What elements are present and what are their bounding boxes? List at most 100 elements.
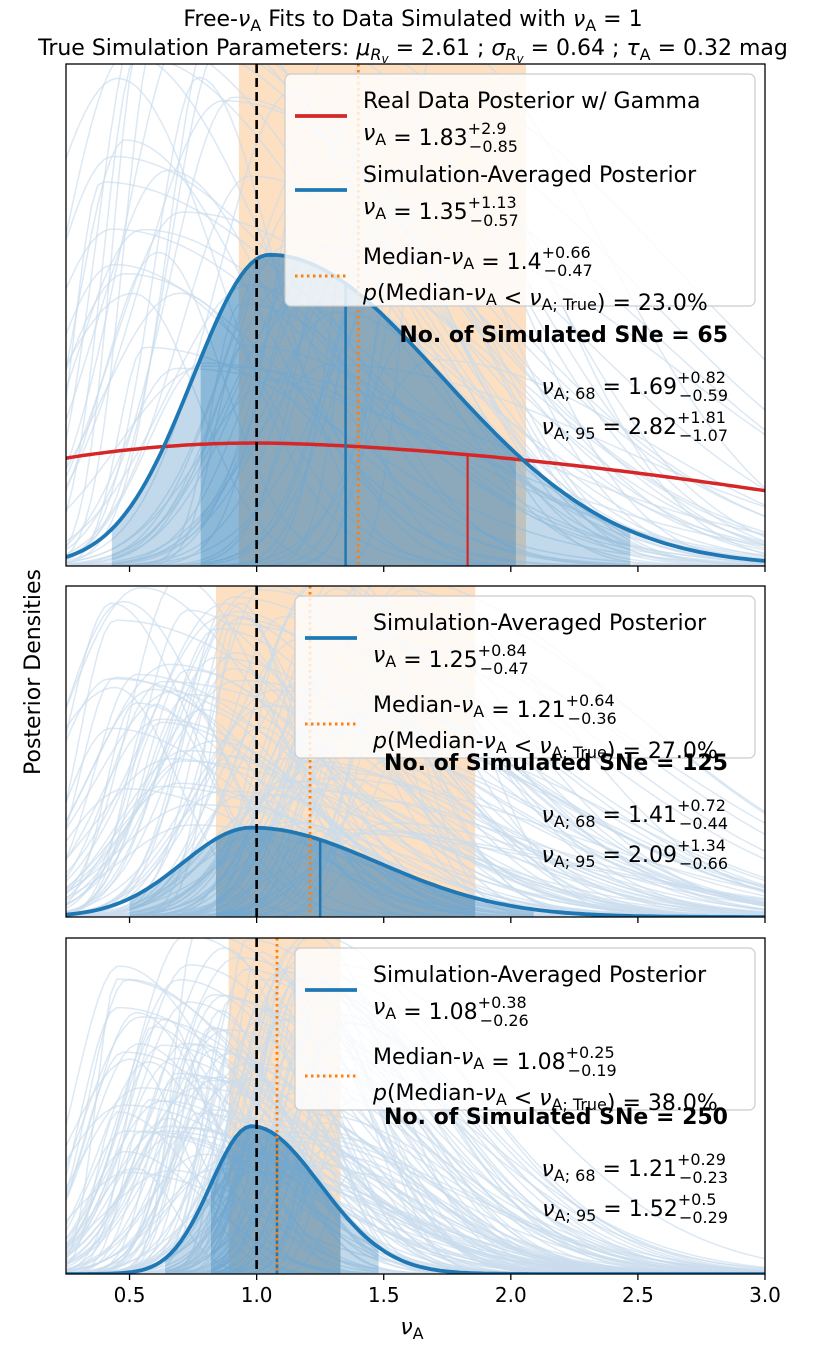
simulation-posterior-curve [66, 1169, 765, 1274]
legend-value: νA = 1.08+0.38 −0.26 [373, 993, 529, 1030]
legend: Simulation-Averaged Posterior νA = 1.08+0… [294, 947, 756, 1116]
legend-sim-label: Simulation-Averaged Posterior [373, 611, 707, 636]
legend-value: Median-νA = 1.08+0.25 −0.19 [373, 1043, 617, 1080]
sim-averaged-posterior-curve [66, 1124, 765, 1274]
simulation-posterior-curve [66, 1149, 765, 1274]
sim-hpd-68-fill [216, 827, 476, 917]
simulation-posterior-curve [66, 1117, 765, 1274]
panel-plot-area [66, 938, 765, 1274]
simulation-posterior-curve [66, 76, 765, 566]
simulation-posterior-curve [66, 365, 765, 536]
legend-box [294, 947, 756, 1111]
simulation-posterior-curve [66, 615, 765, 917]
simulation-posterior-curve [66, 677, 765, 916]
legend-value: νA = 1.83+2.9 −0.85 [363, 119, 518, 156]
figure-title: Free-νA Fits to Data Simulated with νA =… [37, 7, 788, 66]
sim-hpd-68-fill [200, 254, 516, 566]
simulation-posterior-curve [66, 703, 765, 917]
simulation-posterior-curve [66, 946, 765, 1274]
simulation-posterior-curve [66, 1130, 765, 1274]
simulation-posterior-curve [66, 228, 765, 565]
x-tick-label: 3.0 [749, 1283, 781, 1307]
x-tick-labels: 0.5 1.0 1.5 2.0 2.5 3.0 [114, 1283, 781, 1307]
panel-top: Real Data Posterior w/ Gamma νA = 1.83+2.… [65, 63, 766, 572]
sim-hpd-95-fill [165, 1126, 379, 1274]
nuA-68-value: νA; 68 = 1.21+0.29 −0.23 [541, 1150, 728, 1187]
simulation-posterior-curve [66, 693, 765, 917]
nuA-68-value: νA; 68 = 1.69+0.82 −0.59 [541, 368, 728, 405]
legend-sim-label: Simulation-Averaged Posterior [363, 163, 697, 188]
title-line-2: True Simulation Parameters: μRv = 2.61 ;… [37, 36, 788, 66]
simulation-posterior-curve [66, 1029, 765, 1274]
simulation-posterior-curve [66, 291, 765, 566]
sim-hpd-95-fill [111, 254, 631, 566]
annotation: No. of Simulated SNe = 65 νA; 68 = 1.69+0… [399, 323, 728, 445]
simulation-posterior-curve [66, 780, 765, 917]
simulation-posterior-curve [66, 1076, 765, 1274]
simulation-posterior-curve [66, 602, 765, 917]
simulated-sne-count: No. of Simulated SNe = 125 [384, 751, 728, 776]
title-line-1: Free-νA Fits to Data Simulated with νA =… [183, 7, 642, 35]
nuA-95-value: νA; 95 = 1.52+0.5 −0.29 [542, 1190, 728, 1227]
simulation-posterior-curve [66, 1069, 765, 1274]
legend-value: νA = 1.35+1.13 −0.57 [363, 193, 519, 230]
simulation-posterior-curve [66, 1169, 765, 1274]
simulation-posterior-curve [66, 1048, 765, 1274]
legend-value: νA = 1.25+0.84 −0.47 [373, 641, 529, 678]
panel-frame [65, 937, 766, 1275]
y-axis-label: Posterior Densities [21, 569, 46, 775]
sim-hpd-95-fill [129, 827, 534, 917]
simulation-posteriors [66, 64, 765, 566]
legend-probability: p(Median-νA < νA; True) = 27.0% [372, 729, 718, 764]
legend-value: Median-νA = 1.4+0.66 −0.47 [363, 243, 593, 280]
legend-real-label: Real Data Posterior w/ Gamma [363, 89, 700, 114]
simulation-posterior-curve [66, 1018, 765, 1274]
x-tick-label: 2.0 [495, 1283, 527, 1307]
legend-box [284, 73, 756, 307]
simulation-posterior-curve [66, 301, 765, 566]
x-tick-label: 1.5 [368, 1283, 400, 1307]
nuA-68-value: νA; 68 = 1.41+0.72 −0.44 [541, 796, 728, 833]
panel-middle: Simulation-Averaged Posterior νA = 1.25+0… [65, 585, 766, 923]
simulation-posterior-curve [66, 790, 765, 916]
legend: Real Data Posterior w/ Gamma νA = 1.83+2.… [284, 73, 756, 316]
simulation-posterior-curve [66, 759, 765, 917]
simulation-posterior-curve [66, 832, 765, 917]
simulation-posterior-curve [66, 586, 765, 917]
panel-bottom: Simulation-Averaged Posterior νA = 1.08+0… [65, 937, 766, 1280]
simulation-posterior-curve [66, 64, 765, 562]
sim-averaged-posterior-curve [66, 825, 765, 917]
simulation-posterior-curve [66, 686, 765, 917]
legend-box [294, 595, 756, 759]
simulation-posterior-curve [66, 377, 765, 566]
annotation: No. of Simulated SNe = 125 νA; 68 = 1.41+… [384, 751, 728, 873]
simulation-posterior-curve [66, 362, 765, 558]
simulation-posterior-curve [66, 938, 765, 1274]
simulation-posterior-curve [66, 292, 765, 566]
legend-probability: p(Median-νA < νA; True) = 38.0% [372, 1081, 718, 1116]
simulation-posterior-curve [66, 1153, 765, 1274]
legend-probability: p(Median-νA < νA; True) = 23.0% [362, 281, 708, 316]
simulation-posterior-curve [66, 333, 765, 566]
simulation-posterior-curve [66, 277, 765, 566]
panel-frame [65, 63, 766, 567]
panels: Real Data Posterior w/ Gamma νA = 1.83+2.… [65, 63, 766, 1280]
legend: Simulation-Averaged Posterior νA = 1.25+0… [294, 595, 756, 764]
real-data-posterior-curve [66, 441, 765, 493]
sim-averaged-posterior-curve [66, 252, 765, 563]
nuA-95-value: νA; 95 = 2.82+1.81 −1.07 [541, 408, 728, 445]
panel-frame [65, 585, 766, 918]
simulation-posterior-curve [66, 1058, 765, 1274]
simulation-posterior-curve [66, 1076, 765, 1274]
x-tick-label: 2.5 [622, 1283, 654, 1307]
simulation-posterior-curve [66, 704, 765, 917]
simulation-posterior-curve [66, 827, 765, 917]
simulation-posterior-curve [66, 367, 765, 547]
sim-hpd-68-fill [210, 1126, 341, 1274]
legend-value: Median-νA = 1.21+0.64 −0.36 [373, 691, 617, 728]
annotation: No. of Simulated SNe = 250 νA; 68 = 1.21+… [384, 1105, 728, 1227]
simulation-posterior-curve [66, 1036, 765, 1274]
simulation-posterior-curve [66, 1076, 765, 1274]
simulated-sne-count: No. of Simulated SNe = 250 [384, 1105, 728, 1130]
x-tick-label: 0.5 [114, 1283, 146, 1307]
